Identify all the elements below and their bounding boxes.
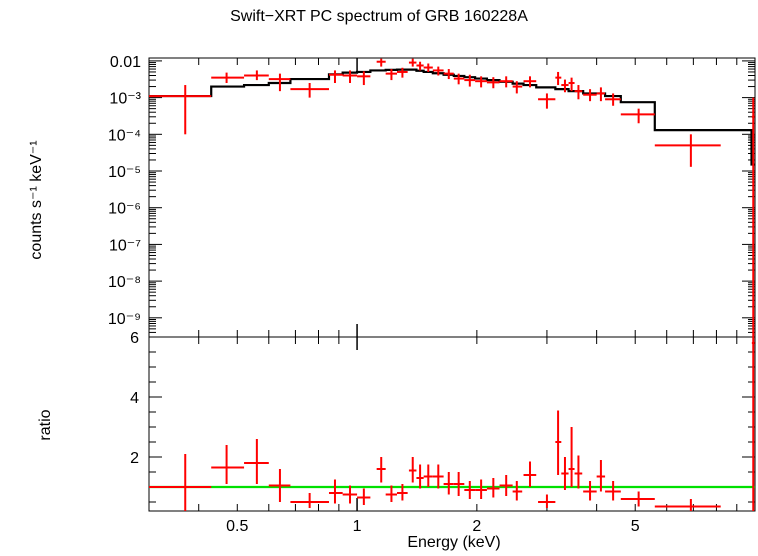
y-tick-label: 10⁻⁶: [108, 201, 141, 218]
y-tick-label: 10⁻⁷: [109, 237, 141, 254]
top-y-axis-label: counts s⁻¹ keV⁻¹: [28, 140, 45, 260]
x-tick-label: 0.5: [226, 518, 248, 535]
bottom-panel-frame: [148, 336, 756, 512]
y-tick-label: 10⁻⁸: [108, 274, 141, 291]
y-tick-label: 10⁻⁵: [108, 164, 141, 181]
model-step-line: [149, 68, 755, 166]
x-tick-label: 2: [472, 518, 481, 535]
x-axis-label: Energy (keV): [407, 534, 501, 551]
top-panel-frame: [148, 57, 756, 338]
y-tick-label: 10⁻⁴: [108, 127, 141, 144]
y-tick-label: 10⁻³: [109, 91, 141, 108]
chart-title: Swift−XRT PC spectrum of GRB 160228A: [230, 8, 528, 25]
x-tick-label: 5: [631, 518, 640, 535]
bottom-y-axis-label: ratio: [37, 409, 54, 441]
ratio-tick-label: 2: [130, 450, 139, 467]
y-tick-label: 10⁻⁹: [108, 311, 141, 328]
x-tick-label: 1: [353, 518, 362, 535]
ratio-tick-label: 6: [130, 330, 139, 347]
y-tick-label: 0.01: [110, 54, 141, 71]
ratio-tick-label: 4: [130, 390, 139, 407]
